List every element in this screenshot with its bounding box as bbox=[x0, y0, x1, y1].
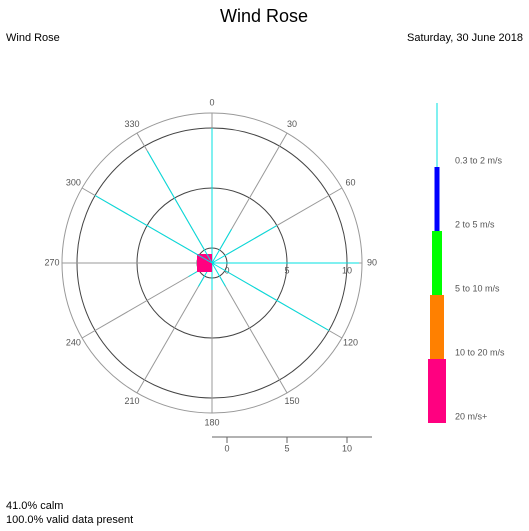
legend-swatch bbox=[436, 103, 438, 167]
petal bbox=[211, 228, 232, 264]
legend-label: 20 m/s+ bbox=[455, 411, 487, 421]
direction-label: 150 bbox=[284, 396, 299, 406]
direction-label: 0 bbox=[209, 97, 214, 107]
direction-label: 180 bbox=[204, 417, 219, 427]
direction-label: 30 bbox=[287, 119, 297, 129]
legend-swatch bbox=[428, 359, 446, 423]
ring-label: 10 bbox=[342, 265, 352, 275]
legend-swatch bbox=[430, 295, 444, 359]
spoke bbox=[81, 270, 200, 339]
direction-label: 300 bbox=[66, 177, 81, 187]
legend-swatch bbox=[434, 167, 440, 231]
scale-label: 10 bbox=[342, 443, 352, 453]
scale-label: 0 bbox=[224, 443, 229, 453]
spoke bbox=[219, 275, 288, 394]
direction-label: 240 bbox=[66, 337, 81, 347]
direction-label: 60 bbox=[346, 177, 356, 187]
legend-label: 2 to 5 m/s bbox=[455, 219, 495, 229]
petal bbox=[147, 151, 213, 264]
ring-label: 5 bbox=[284, 265, 289, 275]
scale-label: 5 bbox=[284, 443, 289, 453]
direction-label: 270 bbox=[44, 257, 59, 267]
direction-label: 90 bbox=[367, 257, 377, 267]
chart-subtitle: Wind Rose bbox=[6, 32, 60, 44]
petal bbox=[211, 262, 330, 331]
petal bbox=[94, 195, 213, 264]
legend-label: 0.3 to 2 m/s bbox=[455, 155, 503, 165]
ring-label: 0 bbox=[224, 265, 229, 275]
legend-label: 5 to 10 m/s bbox=[455, 283, 500, 293]
legend-swatch bbox=[432, 231, 442, 295]
petal bbox=[211, 225, 278, 264]
calm-note: 41.0% calm bbox=[6, 500, 63, 512]
direction-label: 120 bbox=[343, 337, 358, 347]
spoke bbox=[136, 275, 205, 394]
direction-label: 330 bbox=[124, 119, 139, 129]
legend-label: 10 to 20 m/s bbox=[455, 347, 505, 357]
petal bbox=[211, 262, 226, 287]
direction-label: 210 bbox=[124, 396, 139, 406]
valid-note: 100.0% valid data present bbox=[6, 514, 133, 526]
chart-date: Saturday, 30 June 2018 bbox=[407, 32, 523, 44]
chart-title: Wind Rose bbox=[220, 6, 308, 26]
